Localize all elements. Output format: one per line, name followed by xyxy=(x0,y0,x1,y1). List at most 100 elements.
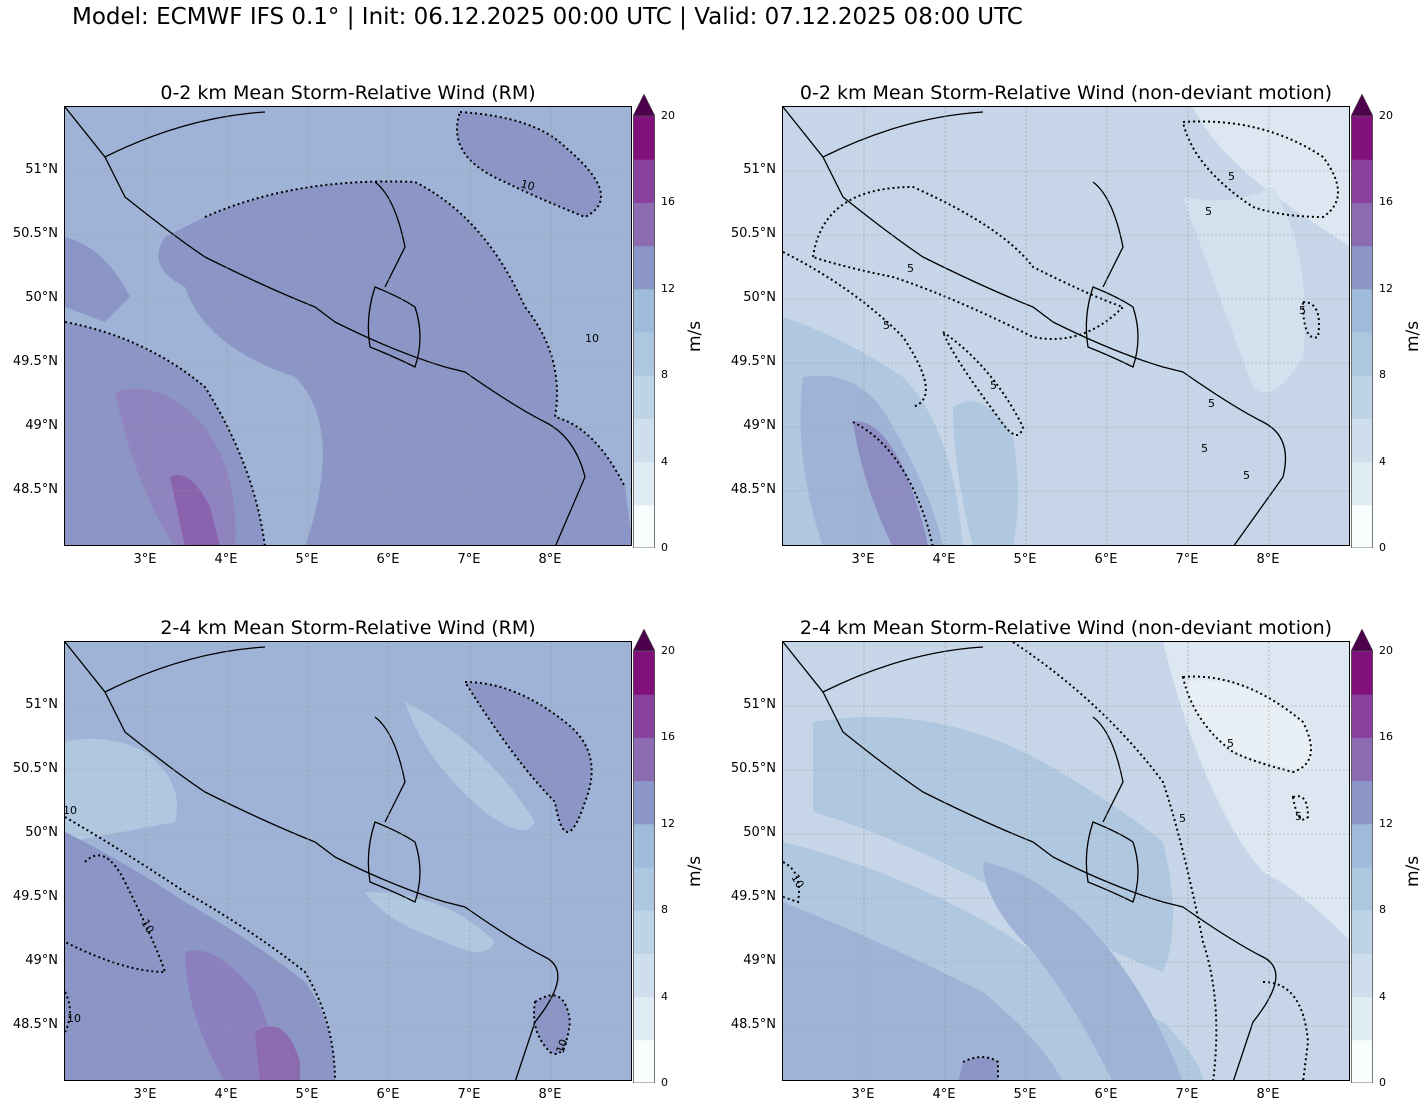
x-tick-label: 8°E xyxy=(538,1087,562,1102)
colorbar-bin xyxy=(633,202,655,247)
colorbar-tick-label: 16 xyxy=(661,730,675,744)
colorbar-tick-label: 0 xyxy=(1379,1076,1386,1089)
contour-line xyxy=(783,861,800,904)
field-region xyxy=(534,995,570,1054)
field-region xyxy=(465,682,592,832)
x-tick-label: 3°E xyxy=(133,1087,157,1102)
panel-2-field: 5 5 5 5 5 5 5 5 5 xyxy=(783,107,1349,545)
colorbar-bin xyxy=(1351,737,1373,782)
contour-line xyxy=(1301,300,1320,339)
field-region xyxy=(813,717,1173,972)
contour-line xyxy=(962,1056,999,1080)
colorbar-bin xyxy=(633,504,655,548)
x-tick-label: 5°E xyxy=(295,1087,319,1102)
colorbar-tick-label: 12 xyxy=(1379,281,1393,295)
colorbar-tick-label: 12 xyxy=(661,281,675,295)
field-region xyxy=(1183,187,1305,393)
y-tick-label: 50°N xyxy=(25,825,58,840)
colorbar-bin xyxy=(633,461,655,506)
panel-2-map: 5 5 5 5 5 5 5 5 5 xyxy=(782,106,1350,546)
gridlines xyxy=(65,107,631,545)
colorbar-bin xyxy=(1351,159,1373,203)
y-tick-label: 50.5°N xyxy=(730,226,776,241)
contour-line xyxy=(1181,675,1312,774)
contour-label: 5 xyxy=(1228,170,1235,183)
contour-line xyxy=(1291,795,1310,821)
colorbar-bin xyxy=(633,737,655,782)
x-tick-label: 4°E xyxy=(932,552,956,567)
figure-title: Model: ECMWF IFS 0.1° | Init: 06.12.2025… xyxy=(72,4,1023,30)
y-tick-label: 49.5°N xyxy=(12,354,58,369)
y-tick-label: 48.5°N xyxy=(730,1017,776,1032)
y-tick-label: 49.5°N xyxy=(12,889,58,904)
x-tick-label: 4°E xyxy=(214,1087,238,1102)
contour-line xyxy=(852,421,934,545)
colorbar-bin xyxy=(633,288,655,333)
field-region xyxy=(65,237,130,322)
border-line xyxy=(1092,716,1124,823)
y-tick-label: 50°N xyxy=(25,290,58,305)
border-line xyxy=(367,286,421,368)
contour-line xyxy=(1012,642,1218,1080)
colorbar-tick-label: 20 xyxy=(1379,644,1393,657)
panel-1-map: 10 10 xyxy=(64,106,632,546)
y-tick-label: 50.5°N xyxy=(730,761,776,776)
y-tick-label: 51°N xyxy=(25,697,58,712)
colorbar-bin xyxy=(633,910,655,954)
panel-1-title: 0-2 km Mean Storm-Relative Wind (RM) xyxy=(160,82,536,104)
colorbar-bin xyxy=(1351,694,1373,738)
colorbar-extend-triangle xyxy=(1351,629,1373,652)
colorbar-tick-label: 16 xyxy=(661,195,675,209)
colorbar-bin xyxy=(633,953,655,998)
border-line xyxy=(104,156,586,545)
panel-1-field: 10 10 xyxy=(65,107,631,545)
colorbar xyxy=(1351,629,1373,1083)
colorbar-tick-label: 8 xyxy=(661,368,668,382)
colorbar-bin xyxy=(1351,288,1373,333)
colorbar-tick-label: 20 xyxy=(661,109,675,122)
field-region xyxy=(65,738,177,842)
panel-3-map: 10 10 10 10 xyxy=(64,641,632,1081)
contour-label: 5 xyxy=(883,319,890,332)
colorbar-bin xyxy=(1351,245,1373,290)
colorbar-tick-label: 12 xyxy=(1379,816,1393,830)
y-tick-label: 49.5°N xyxy=(730,889,776,904)
colorbar-tick-label: 4 xyxy=(661,454,668,468)
colorbar-tick-label: 4 xyxy=(661,989,668,1003)
contour-line xyxy=(456,110,602,219)
x-tick-label: 7°E xyxy=(1175,1087,1199,1102)
colorbar-bin xyxy=(1351,332,1373,376)
contour-line xyxy=(783,251,927,408)
contour-label: 5 xyxy=(1179,812,1186,825)
contour-label: 10 xyxy=(65,804,77,817)
border-line xyxy=(1085,821,1139,903)
colorbar-bin xyxy=(1351,202,1373,247)
panel-3-title: 2-4 km Mean Storm-Relative Wind (RM) xyxy=(160,617,536,639)
colorbar-outline xyxy=(633,650,655,1083)
colorbar-unit-label: m/s xyxy=(1403,855,1423,887)
colorbar-extend-triangle xyxy=(633,629,655,652)
contour-label: 5 xyxy=(907,262,914,275)
colorbar-tick-label: 4 xyxy=(1379,989,1386,1003)
y-tick-label: 49°N xyxy=(743,418,776,433)
colorbar-bin xyxy=(633,159,655,203)
field-region xyxy=(457,112,601,217)
contour-label: 5 xyxy=(1201,442,1208,455)
contour-label: 10 xyxy=(788,872,806,891)
y-tick-label: 51°N xyxy=(743,697,776,712)
colorbar-outline xyxy=(633,115,655,548)
panel-4-map: 5 5 5 10 xyxy=(782,641,1350,1081)
x-tick-label: 5°E xyxy=(295,552,319,567)
gridlines xyxy=(65,642,631,1080)
y-tick-label: 50.5°N xyxy=(12,761,58,776)
contour-label: 10 xyxy=(554,1037,571,1055)
contour-label: 5 xyxy=(990,379,997,392)
colorbar-bin xyxy=(633,116,655,160)
contour-label: 5 xyxy=(1208,397,1215,410)
contour-line xyxy=(463,680,593,833)
colorbar-tick-label: 0 xyxy=(661,541,668,554)
field-region xyxy=(1193,107,1349,246)
y-tick-label: 50°N xyxy=(743,825,776,840)
colorbar-bin xyxy=(633,418,655,463)
colorbar-extend-triangle xyxy=(1351,94,1373,117)
